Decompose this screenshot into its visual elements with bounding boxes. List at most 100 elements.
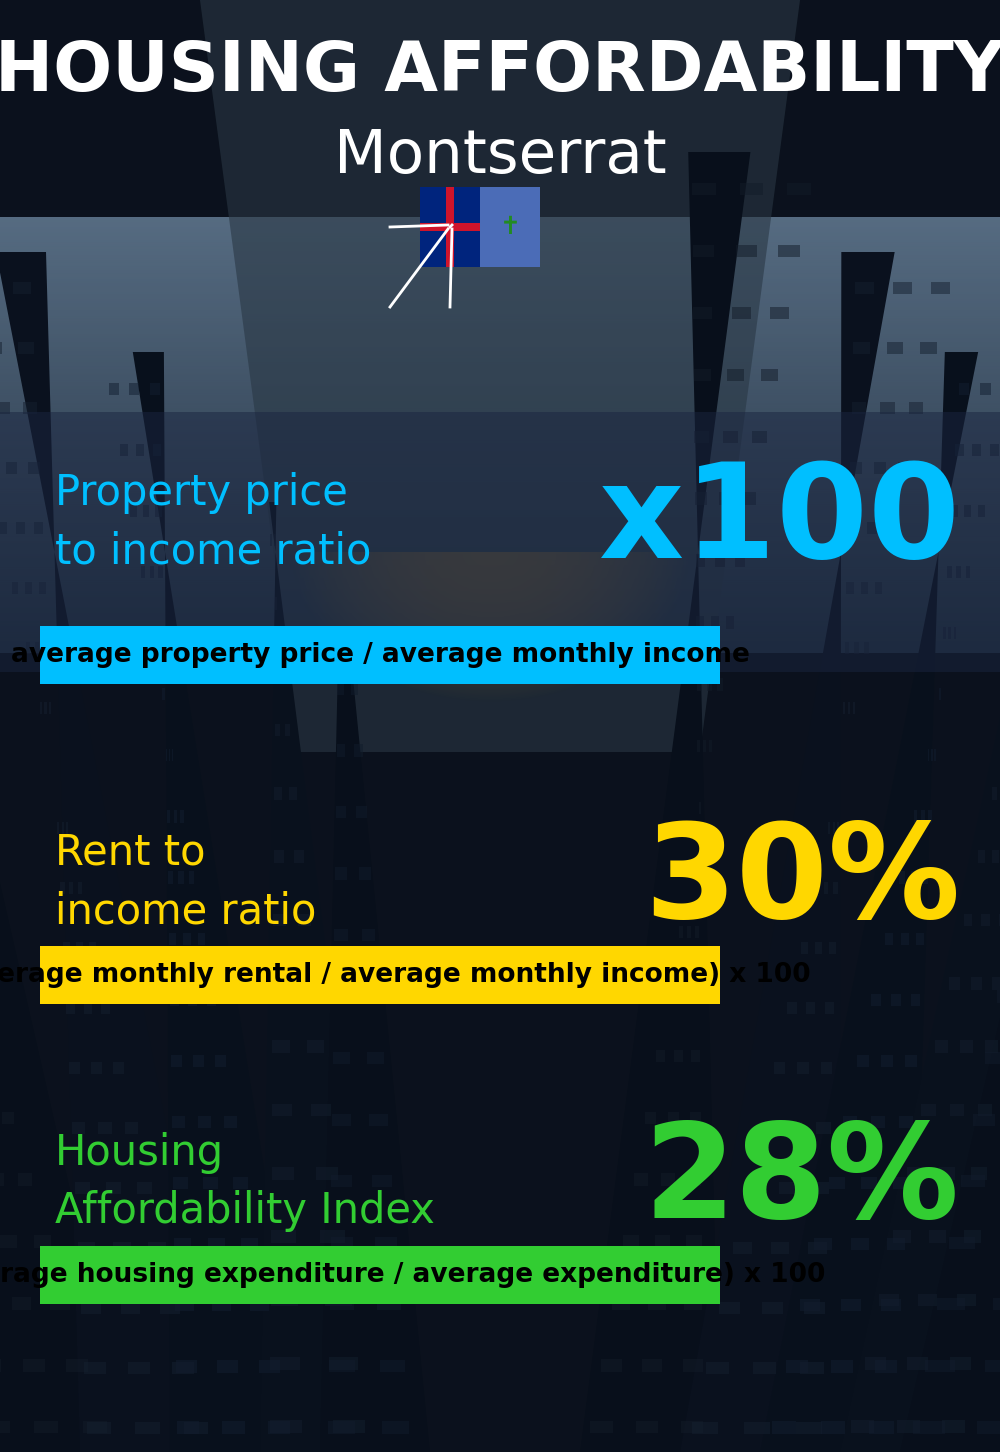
Bar bbox=[850, 462, 862, 473]
Bar bbox=[680, 987, 687, 1000]
Bar bbox=[311, 1104, 331, 1117]
Bar bbox=[26, 642, 30, 653]
Bar bbox=[87, 1422, 111, 1435]
Bar bbox=[40, 701, 42, 714]
Text: Rent to
income ratio: Rent to income ratio bbox=[55, 832, 316, 932]
Bar bbox=[875, 582, 882, 594]
Bar bbox=[270, 534, 272, 546]
Bar bbox=[697, 678, 702, 691]
Bar bbox=[668, 987, 674, 1000]
Bar bbox=[623, 1236, 639, 1247]
Bar bbox=[125, 1122, 138, 1134]
Bar bbox=[886, 523, 896, 534]
Bar bbox=[931, 749, 933, 761]
Bar bbox=[695, 492, 707, 505]
Bar bbox=[816, 1122, 831, 1134]
Text: Housing
Affordability Index: Housing Affordability Index bbox=[55, 1131, 435, 1233]
Bar bbox=[337, 745, 345, 756]
Bar bbox=[694, 369, 711, 380]
Bar bbox=[141, 566, 145, 578]
Text: Montserrat: Montserrat bbox=[334, 128, 666, 186]
Bar bbox=[120, 444, 128, 456]
Bar bbox=[333, 1420, 365, 1433]
Bar bbox=[800, 1362, 824, 1374]
Bar bbox=[661, 1173, 675, 1186]
Bar bbox=[325, 1294, 352, 1307]
Bar bbox=[928, 810, 932, 822]
Bar bbox=[34, 1236, 51, 1247]
Bar bbox=[174, 810, 177, 822]
Bar bbox=[801, 942, 808, 954]
Bar bbox=[905, 1054, 917, 1067]
Bar bbox=[687, 926, 691, 938]
Bar bbox=[726, 616, 734, 629]
Bar bbox=[0, 402, 10, 414]
Bar bbox=[772, 1422, 796, 1433]
Bar bbox=[167, 810, 170, 822]
Bar bbox=[375, 1237, 397, 1249]
Bar bbox=[814, 1239, 832, 1250]
Bar bbox=[812, 1182, 829, 1194]
Bar bbox=[241, 1239, 258, 1250]
Bar bbox=[590, 1422, 613, 1433]
Bar bbox=[128, 1362, 150, 1374]
Bar bbox=[921, 810, 925, 822]
Bar bbox=[329, 1359, 355, 1372]
Bar bbox=[57, 822, 59, 833]
Bar bbox=[851, 1239, 869, 1250]
Bar bbox=[787, 1002, 797, 1013]
Bar bbox=[950, 1358, 971, 1369]
Bar bbox=[137, 1182, 152, 1194]
Bar bbox=[691, 1050, 700, 1061]
Bar bbox=[331, 1237, 353, 1249]
Bar bbox=[887, 343, 903, 354]
Bar bbox=[271, 1230, 296, 1243]
Polygon shape bbox=[840, 502, 1000, 1452]
Bar bbox=[921, 1104, 936, 1117]
Bar bbox=[719, 492, 731, 505]
Text: average property price / average monthly income: average property price / average monthly… bbox=[11, 642, 749, 668]
Bar bbox=[957, 1294, 976, 1307]
Bar bbox=[207, 993, 216, 1006]
Bar bbox=[867, 523, 877, 534]
Bar bbox=[91, 1061, 102, 1074]
Bar bbox=[980, 382, 991, 395]
Bar bbox=[75, 1182, 90, 1194]
Bar bbox=[752, 431, 767, 443]
Bar bbox=[81, 1302, 101, 1314]
Bar bbox=[861, 582, 868, 594]
Bar bbox=[674, 1050, 683, 1061]
Bar bbox=[420, 224, 480, 231]
Bar bbox=[152, 627, 154, 639]
Bar bbox=[800, 1300, 820, 1311]
Bar bbox=[320, 1230, 345, 1243]
Bar bbox=[874, 462, 886, 473]
Bar bbox=[328, 1422, 355, 1433]
Bar bbox=[298, 913, 311, 926]
Bar bbox=[160, 1302, 180, 1314]
Text: x100: x100 bbox=[599, 459, 960, 585]
Bar bbox=[788, 1122, 802, 1134]
Bar bbox=[985, 1053, 1000, 1064]
Bar bbox=[72, 1122, 85, 1134]
Bar bbox=[34, 1422, 58, 1433]
Bar bbox=[693, 306, 712, 319]
Bar bbox=[380, 1359, 405, 1372]
Bar bbox=[897, 1420, 920, 1433]
Bar bbox=[130, 505, 137, 517]
Bar bbox=[971, 1167, 987, 1179]
Bar bbox=[106, 1182, 121, 1194]
Bar bbox=[960, 1040, 973, 1053]
Bar bbox=[978, 851, 985, 862]
Bar bbox=[942, 1420, 965, 1433]
Bar bbox=[719, 1302, 740, 1314]
Bar bbox=[861, 1178, 877, 1189]
Bar bbox=[992, 977, 1000, 990]
Bar bbox=[869, 1422, 894, 1433]
Bar bbox=[931, 282, 950, 293]
Bar bbox=[774, 1061, 785, 1074]
Bar bbox=[797, 1061, 809, 1074]
Bar bbox=[84, 1002, 92, 1013]
Bar bbox=[929, 1230, 946, 1243]
Bar bbox=[84, 1362, 106, 1374]
